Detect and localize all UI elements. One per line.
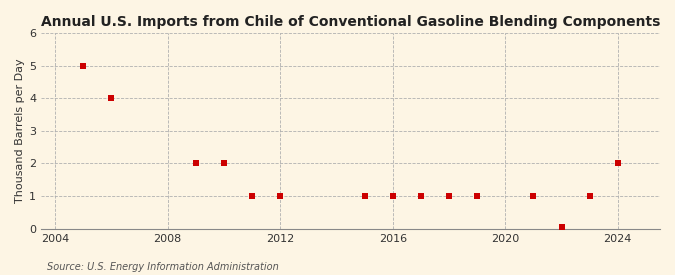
Title: Annual U.S. Imports from Chile of Conventional Gasoline Blending Components: Annual U.S. Imports from Chile of Conven… (41, 15, 660, 29)
Text: Source: U.S. Energy Information Administration: Source: U.S. Energy Information Administ… (47, 262, 279, 272)
Point (472, 194, 483, 198)
Point (247, 194, 258, 198)
Point (585, 194, 595, 198)
Point (275, 194, 286, 198)
Point (528, 194, 539, 198)
Point (612, 161, 623, 166)
Y-axis label: Thousand Barrels per Day: Thousand Barrels per Day (15, 59, 25, 203)
Point (219, 161, 230, 166)
Point (443, 194, 454, 198)
Point (556, 225, 567, 230)
Point (106, 96, 117, 100)
Point (78, 63, 88, 68)
Point (190, 161, 201, 166)
Point (359, 194, 370, 198)
Point (387, 194, 398, 198)
Point (416, 194, 427, 198)
